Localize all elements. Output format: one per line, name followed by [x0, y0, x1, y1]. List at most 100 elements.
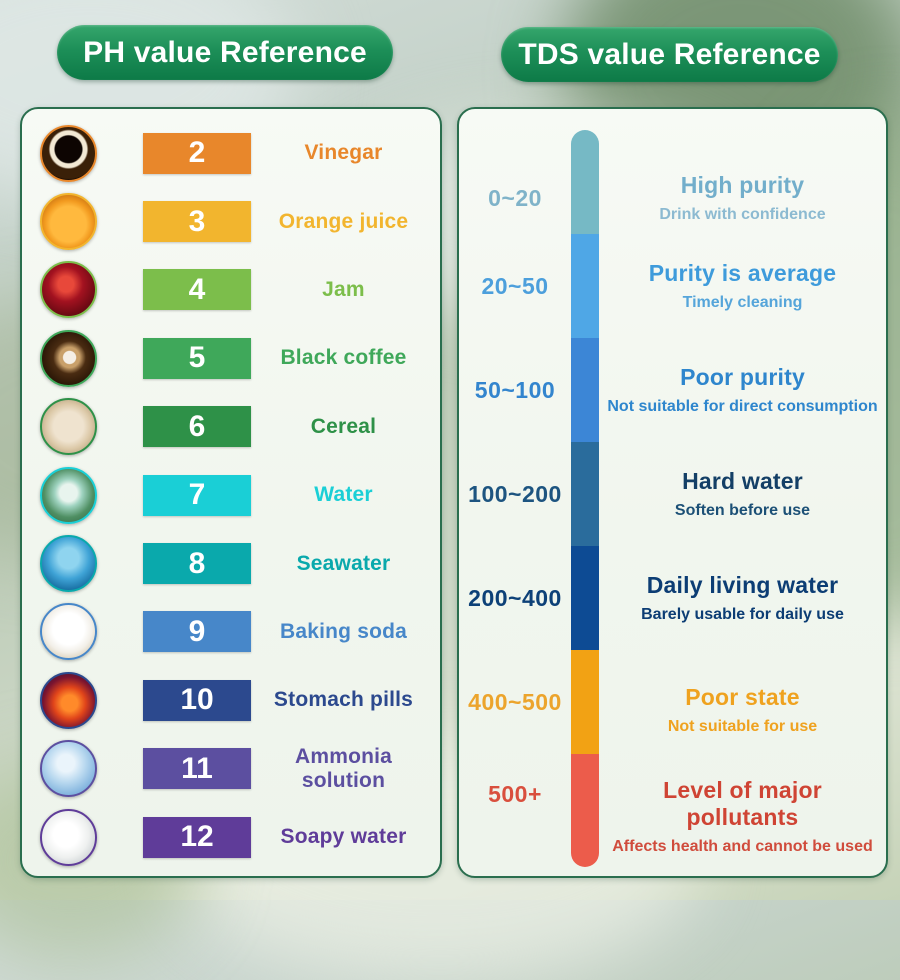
ph-value-bar: 9 — [143, 611, 251, 653]
tds-range-label: 400~500 — [468, 688, 562, 715]
ph-value: 12 — [180, 820, 214, 854]
ph-value: 2 — [188, 136, 206, 170]
tds-description: High purity Drink with confidence — [599, 172, 886, 224]
ph-item-label: Cereal — [310, 414, 377, 438]
tds-description: Poor state Not suitable for use — [599, 684, 886, 736]
tds-header-pill: TDS value Reference — [501, 27, 838, 82]
tds-row: 500+ Level of major pollutants Affects h… — [459, 754, 886, 867]
tds-scale-segment — [571, 130, 599, 234]
tds-range-label: 0~20 — [488, 184, 542, 211]
ph-value-bar: 3 — [143, 201, 251, 243]
ph-value: 4 — [188, 272, 206, 306]
tds-scale-segment — [571, 546, 599, 650]
ph-item-label: Black coffee — [280, 346, 407, 370]
ph-value-bar: 11 — [143, 748, 251, 790]
water-fountain-photo — [40, 466, 97, 524]
tds-description: Purity is average Timely cleaning — [599, 260, 886, 312]
vinegar-bowl-photo — [40, 124, 97, 182]
ph-value: 3 — [188, 204, 206, 238]
ph-item-label: Ammonia solution — [294, 744, 393, 792]
soap-foam-photo — [40, 808, 97, 866]
tds-row: 0~20 High purity Drink with confidence — [459, 130, 886, 234]
tds-title: Daily living water — [646, 572, 839, 598]
tds-subtitle: Drink with confidence — [659, 206, 826, 223]
ph-value: 10 — [180, 683, 214, 717]
ph-value: 5 — [188, 341, 206, 375]
ph-row: 7 Water — [22, 461, 440, 529]
ph-value-bar: 12 — [143, 816, 251, 858]
tds-range-label: 200~400 — [468, 584, 562, 611]
ph-row: 5 Black coffee — [22, 324, 440, 392]
ph-row: 2 Vinegar — [22, 119, 440, 187]
ph-item-label: Jam — [322, 277, 365, 301]
tds-row: 50~100 Poor purity Not suitable for dire… — [459, 338, 886, 442]
tds-title: Level of major pollutants — [663, 777, 822, 830]
tds-subtitle: Not suitable for use — [667, 718, 818, 735]
tds-description: Daily living water Barely usable for dai… — [599, 572, 886, 624]
ph-item-label: Water — [314, 483, 373, 507]
tds-title: Poor purity — [680, 364, 805, 390]
tds-row: 400~500 Poor state Not suitable for use — [459, 650, 886, 754]
tds-description: Level of major pollutants Affects health… — [599, 777, 886, 856]
tds-subtitle: Affects health and cannot be used — [612, 838, 873, 855]
ph-value-bar: 10 — [143, 679, 251, 721]
tds-subtitle: Not suitable for direct consumption — [607, 398, 878, 415]
tds-subtitle: Soften before use — [674, 502, 811, 519]
tds-header-title: TDS value Reference — [518, 37, 821, 71]
tds-title: Purity is average — [648, 260, 837, 286]
tds-row: 20~50 Purity is average Timely cleaning — [459, 234, 886, 338]
tds-description: Poor purity Not suitable for direct cons… — [599, 364, 886, 416]
ph-value: 8 — [188, 546, 206, 580]
black-coffee-photo — [40, 329, 97, 387]
ph-value-bar: 2 — [143, 132, 251, 174]
ph-value-bar: 4 — [143, 269, 251, 311]
tds-reference-panel: 0~20 High purity Drink with confidence 2… — [457, 107, 888, 878]
ph-row: 11 Ammonia solution — [22, 735, 440, 803]
strawberry-jam-photo — [40, 261, 97, 319]
tds-range-label: 500+ — [488, 781, 542, 807]
ph-value-bar: 8 — [143, 543, 251, 585]
orange-juice-photo — [40, 193, 97, 251]
tds-title: Hard water — [682, 468, 803, 494]
tds-range-label: 20~50 — [481, 272, 549, 299]
tds-scale-segment — [571, 234, 599, 338]
tds-scale-segment — [571, 754, 599, 867]
tds-subtitle: Timely cleaning — [682, 294, 803, 311]
ph-row: 3 Orange juice — [22, 187, 440, 255]
ph-value-bar: 5 — [143, 337, 251, 379]
ph-row: 8 Seawater — [22, 529, 440, 597]
ph-row: 12 Soapy water — [22, 803, 440, 871]
cereal-bowl-photo — [40, 398, 97, 456]
ph-value: 9 — [188, 614, 206, 648]
ph-header-title: PH value Reference — [83, 35, 367, 69]
ph-value: 11 — [181, 751, 213, 785]
tds-row: 100~200 Hard water Soften before use — [459, 442, 886, 546]
ph-row: 9 Baking soda — [22, 598, 440, 666]
ph-value-bar: 6 — [143, 406, 251, 448]
tds-title: Poor state — [685, 684, 800, 710]
ph-item-label: Seawater — [296, 551, 391, 575]
ph-item-label: Soapy water — [280, 825, 407, 849]
ph-row: 6 Cereal — [22, 393, 440, 461]
ph-row: 4 Jam — [22, 256, 440, 324]
ph-value: 6 — [188, 409, 206, 443]
baking-soda-photo — [40, 603, 97, 661]
seawater-photo — [40, 535, 97, 593]
ph-value-bar: 7 — [143, 474, 251, 516]
ph-reference-panel: 2 Vinegar 3 Orange juice 4 Jam 5 Black c… — [20, 107, 442, 878]
ammonia-bubbles-photo — [40, 740, 97, 798]
tds-title: High purity — [680, 172, 805, 198]
ph-item-label: Stomach pills — [273, 688, 414, 712]
tds-range-label: 100~200 — [468, 480, 562, 507]
ph-item-label: Baking soda — [279, 619, 408, 643]
tds-scale-segment — [571, 338, 599, 442]
stomach-photo — [40, 671, 97, 729]
tds-subtitle: Barely usable for daily use — [641, 606, 844, 623]
ph-item-label: Orange juice — [278, 209, 409, 233]
tds-scale-segment — [571, 442, 599, 546]
tds-scale-segment — [571, 650, 599, 754]
ph-value: 7 — [188, 478, 206, 512]
ph-item-label: Vinegar — [304, 141, 383, 165]
tds-row: 200~400 Daily living water Barely usable… — [459, 546, 886, 650]
tds-range-label: 50~100 — [474, 376, 556, 403]
